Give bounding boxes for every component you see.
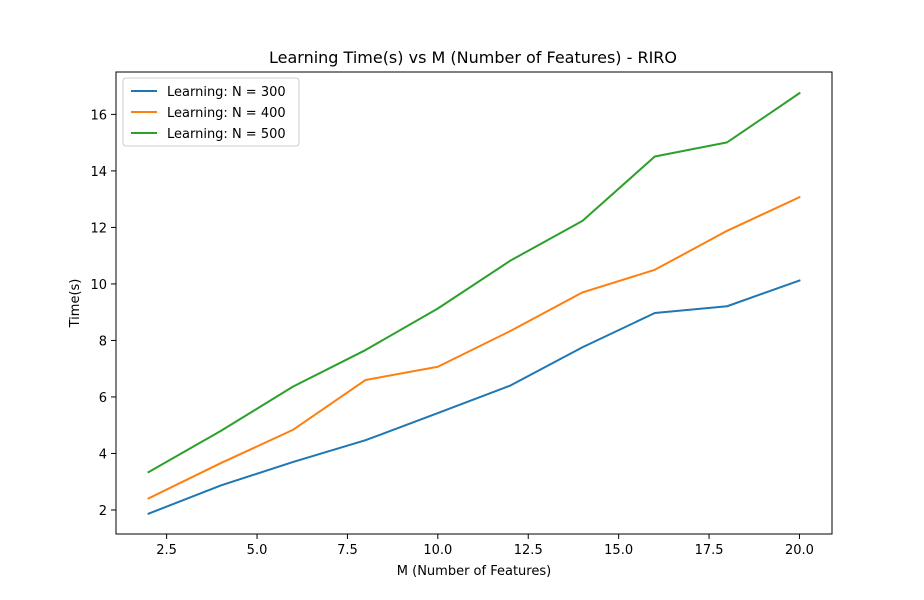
y-tick-label: 4: [99, 447, 107, 462]
y-tick-label: 16: [90, 108, 107, 123]
series-line-3: [147, 91, 801, 474]
plot-frame: [115, 71, 833, 535]
legend-box: [122, 77, 300, 147]
x-tick-label: 12.5: [514, 543, 543, 558]
x-axis: 2.5 5.0 7.5 10.0 12.5 15.0 17.5 20.0: [156, 534, 814, 558]
x-tick-label: 20.0: [785, 543, 814, 558]
series-line-1: [147, 279, 801, 515]
x-tick-label: 7.5: [337, 543, 358, 558]
x-tick-label: 17.5: [695, 543, 724, 558]
y-tick-label: 2: [99, 504, 107, 519]
legend-label-2: Learning: N = 400: [167, 106, 286, 121]
y-axis-label: Time(s): [68, 279, 83, 329]
chart-title: Learning Time(s) vs M (Number of Feature…: [269, 48, 677, 67]
legend-label-3: Learning: N = 500: [167, 127, 286, 142]
x-tick-label: 10.0: [423, 543, 452, 558]
x-tick-label: 5.0: [247, 543, 268, 558]
y-axis: 2 4 6 8 10 12 14 16: [90, 108, 116, 519]
legend: Learning: N = 300 Learning: N = 400 Learni…: [122, 77, 300, 147]
y-tick-label: 10: [90, 278, 107, 293]
y-tick-label: 8: [99, 334, 107, 349]
x-tick-label: 15.0: [604, 543, 633, 558]
legend-label-1: Learning: N = 300: [167, 85, 286, 100]
series-line-2: [147, 195, 801, 500]
y-tick-label: 12: [90, 221, 107, 236]
x-axis-label: M (Number of Features): [397, 564, 551, 579]
x-tick-label: 2.5: [156, 543, 177, 558]
series-layer: [147, 91, 801, 515]
y-tick-label: 14: [90, 165, 107, 180]
legend-items: Learning: N = 300 Learning: N = 400 Learni…: [131, 85, 286, 142]
y-tick-label: 6: [99, 391, 107, 406]
